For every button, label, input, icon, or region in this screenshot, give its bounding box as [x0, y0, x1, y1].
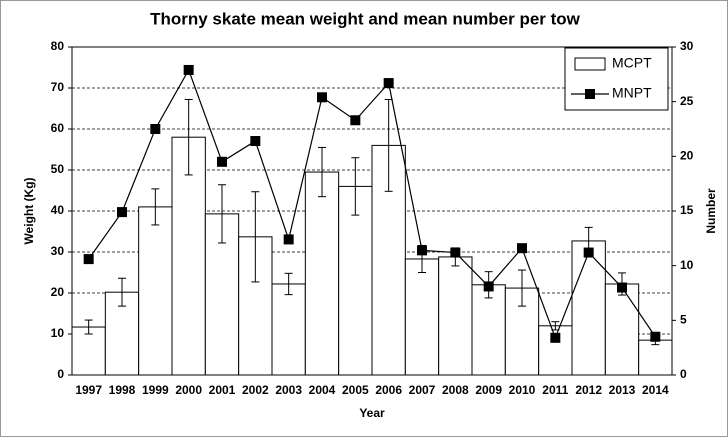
y2-tick-label: 20	[680, 149, 694, 163]
bar	[471, 284, 506, 376]
legend-label: MNPT	[612, 85, 652, 101]
plot-border	[71, 46, 673, 376]
legend-label: MCPT	[612, 55, 652, 71]
marker	[617, 282, 627, 293]
y-tick-label: 10	[51, 326, 65, 340]
x-tick-label: 2003	[275, 383, 302, 397]
y2-tick-label: 0	[680, 367, 687, 381]
x-tick-label: 2013	[609, 383, 636, 397]
bar	[138, 206, 173, 376]
marker	[350, 115, 361, 126]
marker	[450, 247, 461, 258]
bar	[404, 258, 440, 376]
x-tick-label: 2001	[209, 383, 236, 397]
y2-tick-label: 25	[680, 94, 694, 108]
marker	[83, 254, 94, 265]
bar	[638, 339, 673, 376]
bar	[604, 283, 640, 376]
legend-swatch	[585, 89, 595, 99]
y-tick-label: 0	[57, 367, 64, 381]
x-tick-label: 2009	[475, 383, 502, 397]
marker	[483, 281, 494, 292]
x-tick-label: 1999	[142, 383, 169, 397]
x-tick-label: 2000	[175, 383, 202, 397]
x-tick-label: 1998	[109, 383, 136, 397]
y2-axis-label: Number	[704, 188, 718, 234]
x-tick-label: 2002	[242, 383, 269, 397]
bar	[438, 256, 473, 376]
chart-title: Thorny skate mean weight and mean number…	[150, 9, 581, 28]
marker	[217, 156, 227, 167]
x-tick-label: 2014	[642, 383, 669, 397]
marker	[117, 207, 127, 218]
y-tick-label: 40	[51, 203, 65, 217]
y-tick-label: 20	[51, 285, 65, 299]
y-tick-label: 30	[51, 244, 65, 258]
x-tick-label: 2007	[409, 383, 436, 397]
marker	[183, 64, 194, 75]
x-tick-label: 2008	[442, 383, 469, 397]
marker	[250, 136, 261, 147]
y2-tick-label: 30	[680, 39, 694, 53]
marker	[517, 243, 527, 254]
marker	[650, 331, 661, 342]
marker	[317, 92, 327, 103]
y2-tick-label: 5	[680, 313, 687, 327]
y-tick-label: 80	[51, 39, 65, 53]
y2-tick-label: 15	[680, 203, 694, 217]
x-tick-label: 2004	[309, 383, 336, 397]
y-tick-label: 60	[51, 121, 65, 135]
x-tick-label: 2011	[542, 383, 568, 397]
marker	[550, 332, 561, 343]
marker	[417, 245, 427, 256]
marker	[583, 247, 594, 258]
x-axis-label: Year	[359, 406, 385, 420]
marker	[383, 78, 394, 89]
marker	[283, 234, 294, 245]
marker	[150, 124, 161, 134]
x-tick-label: 2012	[575, 383, 602, 397]
bar	[271, 283, 306, 376]
y-tick-label: 70	[51, 80, 65, 94]
x-tick-label: 2010	[509, 383, 536, 397]
line	[88, 68, 656, 340]
y-tick-label: 50	[51, 162, 65, 176]
bar	[171, 136, 206, 376]
bar	[304, 171, 340, 376]
legend-swatch	[574, 57, 606, 71]
x-tick-label: 2006	[375, 383, 402, 397]
bar	[571, 240, 606, 376]
x-tick-label: 1997	[75, 383, 102, 397]
y-axis-label: Weight (Kg)	[22, 177, 36, 244]
x-tick-label: 2005	[342, 383, 369, 397]
y2-tick-label: 10	[680, 258, 694, 272]
